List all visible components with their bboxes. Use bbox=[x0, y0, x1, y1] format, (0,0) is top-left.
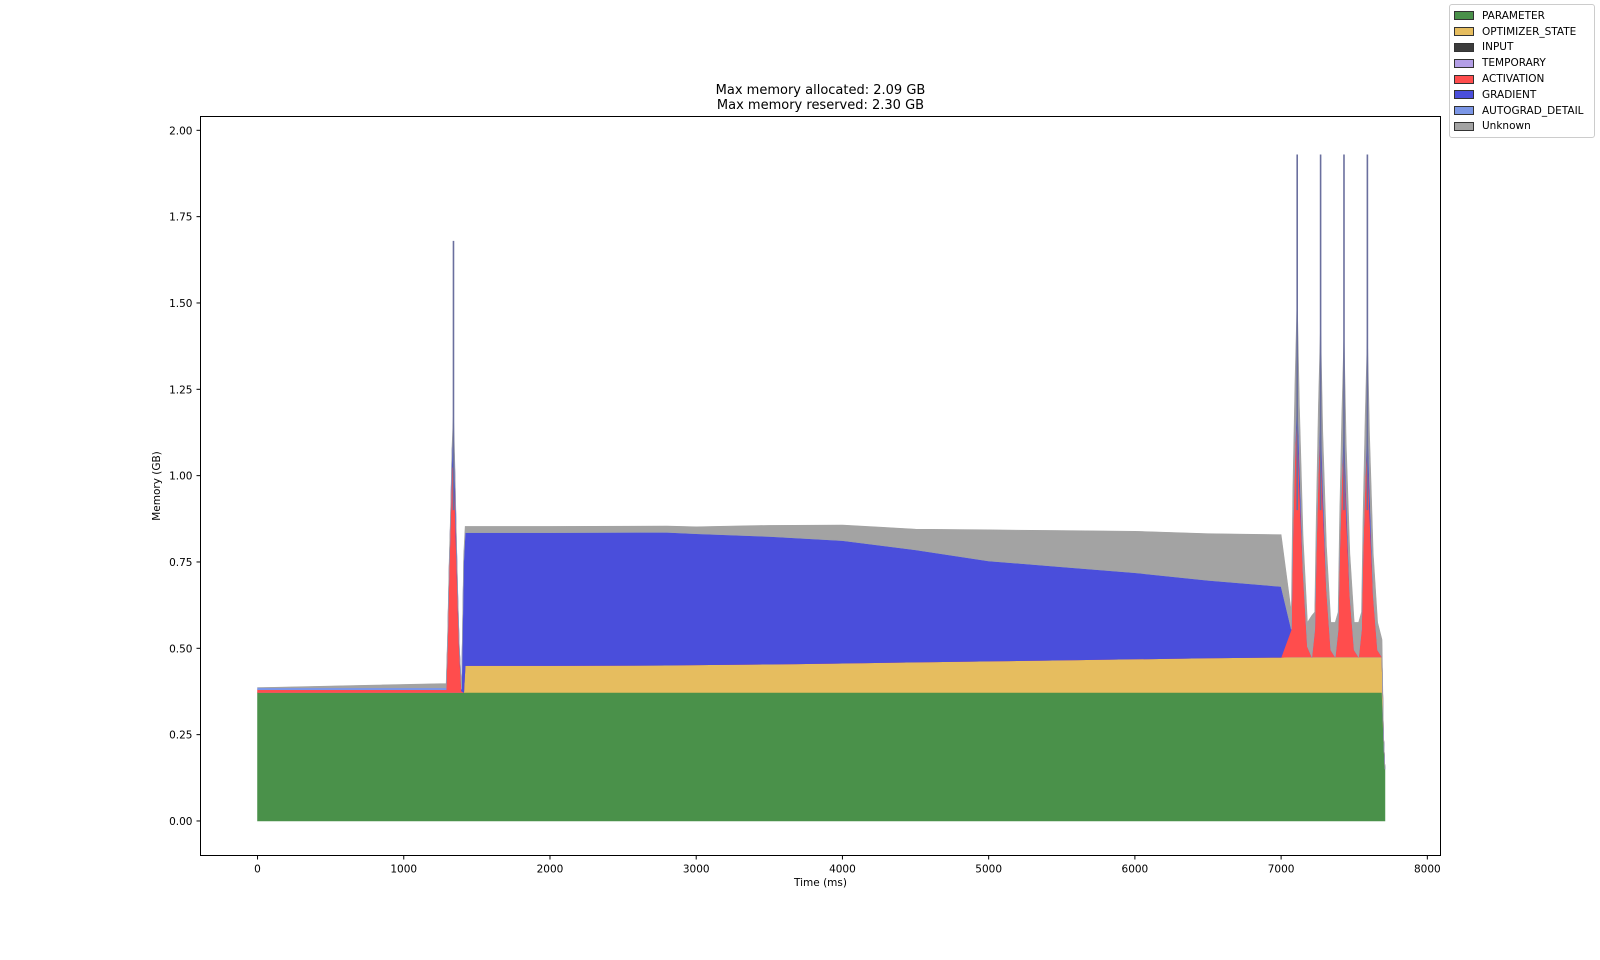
legend: PARAMETER OPTIMIZER_STATE INPUT TEMPORARY AC… bbox=[1449, 4, 1595, 139]
legend-swatch bbox=[1454, 58, 1474, 68]
y-tick-label: 1.50 bbox=[169, 298, 192, 310]
x-tick-label: 2000 bbox=[537, 864, 564, 876]
legend-label: PARAMETER bbox=[1482, 9, 1545, 22]
spike-lines bbox=[452, 154, 1369, 511]
y-tick-label: 0.50 bbox=[169, 643, 192, 655]
x-tick-label: 3000 bbox=[683, 864, 710, 876]
chart-title-line-2: Max memory reserved: 2.30 GB bbox=[717, 98, 924, 113]
y-tick-label: 0.25 bbox=[169, 730, 192, 742]
legend-label: GRADIENT bbox=[1482, 88, 1537, 101]
legend-label: Unknown bbox=[1482, 120, 1531, 133]
area-parameter bbox=[257, 692, 1386, 822]
x-axis-label: Time (ms) bbox=[793, 877, 847, 889]
area-unknown bbox=[257, 294, 1386, 770]
y-axis-label: Memory (GB) bbox=[151, 451, 163, 521]
legend-item: AUTOGRAD_DETAIL bbox=[1450, 103, 1594, 119]
y-tick-label: 0.75 bbox=[169, 557, 192, 569]
legend-swatch bbox=[1454, 90, 1474, 100]
y-tick-label: 1.00 bbox=[169, 471, 192, 483]
legend-label: OPTIMIZER_STATE bbox=[1482, 25, 1577, 38]
legend-item: PARAMETER bbox=[1450, 8, 1594, 24]
y-axis-ticks: 0.00 0.25 0.50 0.75 1.00 1.25 1.50 1.75 2.00 bbox=[169, 125, 201, 828]
x-tick-label: 7000 bbox=[1268, 864, 1295, 876]
x-tick-label: 5000 bbox=[975, 864, 1002, 876]
x-tick-label: 1000 bbox=[390, 864, 417, 876]
legend-item: INPUT bbox=[1450, 40, 1594, 56]
y-tick-label: 1.25 bbox=[169, 384, 192, 396]
x-tick-label: 0 bbox=[254, 864, 261, 876]
legend-label: INPUT bbox=[1482, 41, 1514, 54]
legend-item: OPTIMIZER_STATE bbox=[1450, 24, 1594, 40]
legend-label: ACTIVATION bbox=[1482, 73, 1545, 86]
x-tick-label: 8000 bbox=[1414, 864, 1441, 876]
y-tick-label: 0.00 bbox=[169, 816, 192, 828]
legend-swatch bbox=[1454, 121, 1474, 131]
legend-swatch bbox=[1454, 27, 1474, 37]
legend-label: TEMPORARY bbox=[1482, 57, 1546, 70]
x-tick-label: 4000 bbox=[829, 864, 856, 876]
x-axis-ticks: 0 1000 2000 3000 4000 5000 6000 7000 8000 bbox=[254, 855, 1441, 876]
legend-item: Unknown bbox=[1450, 119, 1594, 135]
chart-title-line-1: Max memory allocated: 2.09 GB bbox=[716, 83, 926, 98]
stacked-areas bbox=[257, 294, 1386, 822]
legend-item: ACTIVATION bbox=[1450, 71, 1594, 87]
y-tick-label: 1.75 bbox=[169, 212, 192, 224]
legend-label: AUTOGRAD_DETAIL bbox=[1482, 104, 1584, 117]
legend-swatch bbox=[1454, 74, 1474, 84]
legend-swatch bbox=[1454, 11, 1474, 21]
x-tick-label: 6000 bbox=[1122, 864, 1149, 876]
legend-item: TEMPORARY bbox=[1450, 55, 1594, 71]
y-tick-label: 2.00 bbox=[169, 125, 192, 137]
legend-swatch bbox=[1454, 42, 1474, 52]
legend-item: GRADIENT bbox=[1450, 87, 1594, 103]
legend-swatch bbox=[1454, 106, 1474, 116]
plot-frame bbox=[200, 116, 1441, 856]
